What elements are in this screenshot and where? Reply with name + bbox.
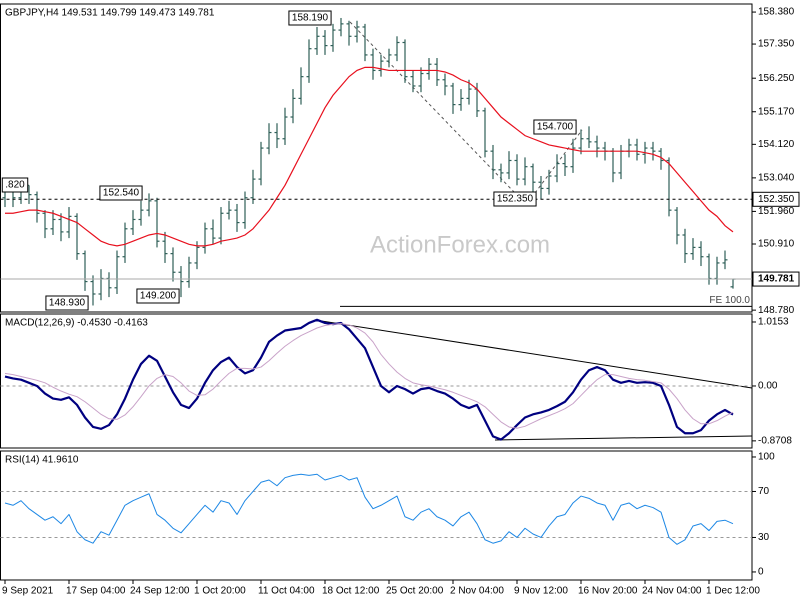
- level-label-box: [752, 191, 800, 207]
- y-tick-label: 153.040: [758, 173, 795, 184]
- annotation-box: [99, 185, 143, 201]
- panel-title: GBPJPY,H4 149.531 149.799 149.473 149.78…: [5, 8, 215, 19]
- indicator-line: [4, 323, 734, 429]
- x-tick-label: 25 Oct 20:00: [386, 586, 444, 597]
- price-annotation: .820: [5, 180, 25, 191]
- annotation-box: [1, 177, 29, 193]
- x-tick-label: 2 Nov 04:00: [450, 586, 504, 597]
- title-bg: [3, 316, 150, 329]
- x-tick-label: 9 Sep 2021: [2, 586, 54, 597]
- annotation-box: [288, 10, 332, 26]
- y-tick-label: 154.120: [758, 139, 795, 150]
- x-tick-label: 11 Oct 04:00: [258, 586, 315, 597]
- x-tick-label: 18 Oct 12:00: [322, 586, 380, 597]
- level-label: 152.350: [758, 194, 795, 205]
- x-tick-label: 24 Nov 04:00: [642, 586, 702, 597]
- indicator-line: [4, 473, 734, 545]
- y-tick-label: 0: [758, 567, 764, 578]
- price-annotation: 152.350: [497, 194, 534, 205]
- y-tick-label: 0.00: [758, 381, 778, 392]
- y-tick-label: 158.380: [758, 7, 795, 18]
- price-annotation: 152.540: [103, 188, 140, 199]
- moving-average: [5, 66, 734, 247]
- y-tick-label: -0.8708: [758, 436, 792, 447]
- fe-label: FE 100.0: [709, 295, 750, 306]
- panel-frame: [0, 450, 753, 581]
- fibo-line: [534, 129, 583, 194]
- price-annotation: 154.700: [537, 122, 574, 133]
- price-annotation: 148.930: [49, 298, 86, 309]
- y-tick-label: 100: [758, 452, 775, 463]
- y-tick-label: 148.780: [758, 305, 795, 316]
- price-annotation: 158.190: [292, 13, 329, 24]
- panel-frame: [0, 313, 753, 449]
- watermark: ActionForex.com: [370, 231, 550, 258]
- x-tick-label: 17 Sep 04:00: [66, 586, 126, 597]
- x-tick-label: 1 Oct 20:00: [194, 586, 246, 597]
- y-tick-label: 156.250: [758, 73, 795, 84]
- title-bg: [3, 453, 81, 466]
- panel-title: RSI(14) 41.9610: [5, 455, 79, 466]
- x-tick-label: 1 Dec 12:00: [706, 586, 760, 597]
- indicator-line: [4, 318, 734, 441]
- y-tick-label: 30: [758, 532, 770, 543]
- price-annotation: 149.200: [140, 291, 177, 302]
- trend-line: [314, 319, 753, 389]
- annotation-box: [533, 119, 577, 135]
- x-tick-label: 9 Nov 12:00: [514, 586, 568, 597]
- y-tick-label: 1.0153: [758, 317, 789, 328]
- y-tick-label: 157.350: [758, 39, 795, 50]
- y-tick-label: 150.910: [758, 239, 795, 250]
- panel-frame: [0, 3, 753, 313]
- x-tick-label: 16 Nov 20:00: [578, 586, 638, 597]
- fibo-line: [349, 21, 516, 194]
- x-tick-label: 24 Sep 12:00: [130, 586, 190, 597]
- annotation-box: [45, 295, 89, 311]
- annotation-box: [136, 288, 180, 304]
- title-bg: [3, 6, 217, 19]
- annotation-box: [493, 191, 537, 207]
- last-price-box: [752, 271, 800, 287]
- panel-title: MACD(12,26,9) -0.4530 -0.4163: [5, 318, 148, 329]
- y-tick-label: 155.170: [758, 106, 795, 117]
- y-tick-label: 151.960: [758, 206, 795, 217]
- trend-line: [494, 435, 753, 441]
- last-price-label: 149.781: [758, 274, 795, 285]
- y-tick-label: 70: [758, 486, 770, 497]
